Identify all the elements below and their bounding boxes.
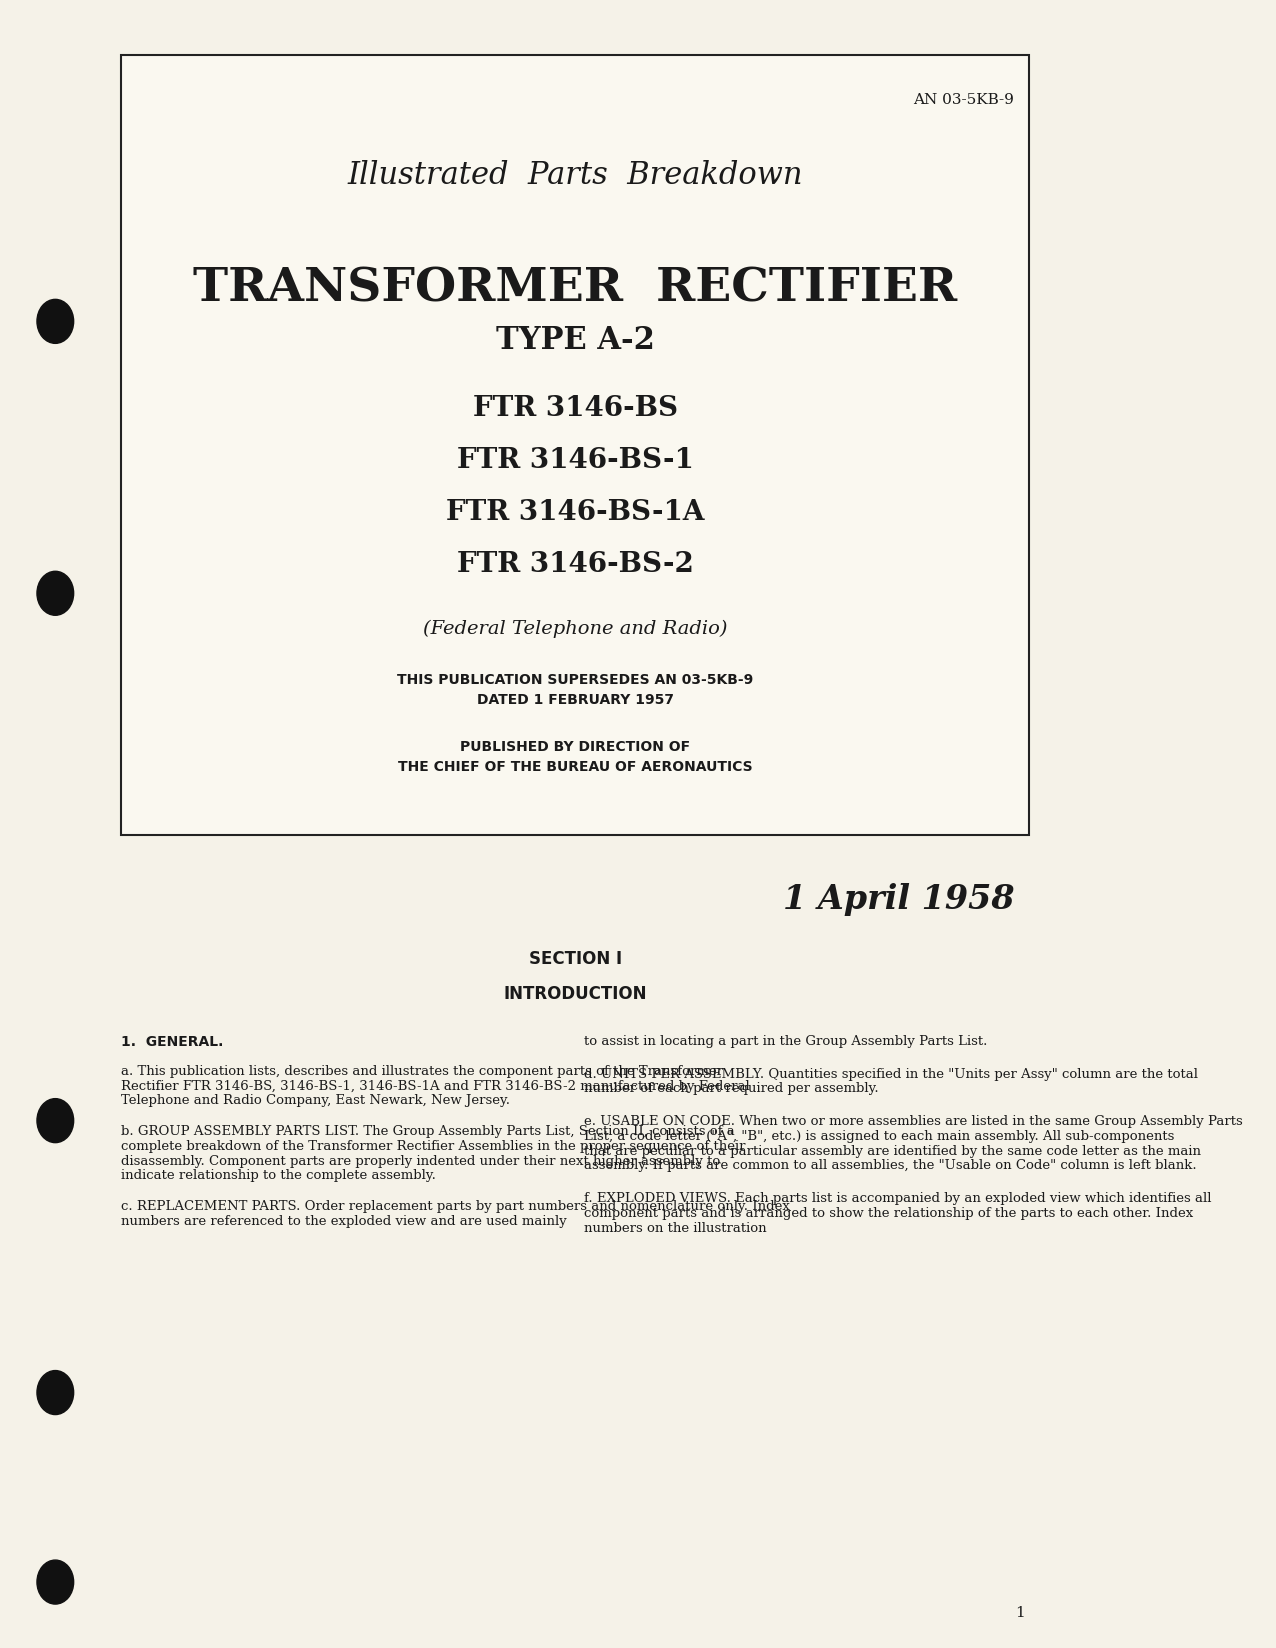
Text: INTRODUCTION: INTRODUCTION [504,986,647,1004]
Text: 1 April 1958: 1 April 1958 [783,883,1014,916]
Text: component parts and is arranged to show the relationship of the parts to each ot: component parts and is arranged to show … [583,1206,1193,1220]
Text: that are peculiar to a particular assembly are identified by the same code lette: that are peculiar to a particular assemb… [583,1145,1201,1157]
Text: Rectifier FTR 3146-BS, 3146-BS-1, 3146-BS-1A and FTR 3146-BS-2 manufactured by F: Rectifier FTR 3146-BS, 3146-BS-1, 3146-B… [121,1079,749,1093]
Text: to assist in locating a part in the Group Assembly Parts List.: to assist in locating a part in the Grou… [583,1035,986,1048]
Text: assembly. If parts are common to all assemblies, the "Usable on Code" column is : assembly. If parts are common to all ass… [583,1159,1196,1172]
Text: PUBLISHED BY DIRECTION OF: PUBLISHED BY DIRECTION OF [461,740,690,755]
FancyBboxPatch shape [121,54,1030,836]
Circle shape [37,572,74,615]
Text: THIS PUBLICATION SUPERSEDES AN 03-5KB-9: THIS PUBLICATION SUPERSEDES AN 03-5KB-9 [397,672,753,687]
Text: THE CHIEF OF THE BUREAU OF AERONAUTICS: THE CHIEF OF THE BUREAU OF AERONAUTICS [398,760,753,775]
Circle shape [37,1099,74,1142]
Circle shape [37,1561,74,1604]
Text: indicate relationship to the complete assembly.: indicate relationship to the complete as… [121,1170,435,1182]
Text: complete breakdown of the Transformer Rectifier Assemblies in the proper sequenc: complete breakdown of the Transformer Re… [121,1140,745,1154]
Text: Illustrated  Parts  Breakdown: Illustrated Parts Breakdown [347,160,803,191]
Text: FTR 3146-BS-1A: FTR 3146-BS-1A [445,499,704,526]
Text: c. REPLACEMENT PARTS. Order replacement parts by part numbers and nomenclature o: c. REPLACEMENT PARTS. Order replacement … [121,1200,790,1213]
Text: TRANSFORMER  RECTIFIER: TRANSFORMER RECTIFIER [193,265,957,311]
Text: FTR 3146-BS: FTR 3146-BS [472,396,678,422]
Text: numbers on the illustration: numbers on the illustration [583,1221,766,1234]
Text: DATED 1 FEBRUARY 1957: DATED 1 FEBRUARY 1957 [477,694,674,707]
Text: number of each part required per assembly.: number of each part required per assembl… [583,1083,878,1096]
Text: f. EXPLODED VIEWS. Each parts list is accompanied by an exploded view which iden: f. EXPLODED VIEWS. Each parts list is ac… [583,1192,1211,1205]
Text: d. UNITS PER ASSEMBLY. Quantities specified in the "Units per Assy" column are t: d. UNITS PER ASSEMBLY. Quantities specif… [583,1068,1197,1081]
Text: Telephone and Radio Company, East Newark, New Jersey.: Telephone and Radio Company, East Newark… [121,1094,510,1107]
Circle shape [37,300,74,343]
Text: FTR 3146-BS-1: FTR 3146-BS-1 [457,447,694,475]
Text: (Federal Telephone and Radio): (Federal Telephone and Radio) [422,620,727,638]
Text: numbers are referenced to the exploded view and are used mainly: numbers are referenced to the exploded v… [121,1215,567,1228]
Text: e. USABLE ON CODE. When two or more assemblies are listed in the same Group Asse: e. USABLE ON CODE. When two or more asse… [583,1116,1243,1129]
Text: List, a code letter ("A", "B", etc.) is assigned to each main assembly. All sub-: List, a code letter ("A", "B", etc.) is … [583,1131,1174,1144]
Circle shape [37,1371,74,1414]
Text: 1: 1 [1016,1607,1026,1620]
Text: FTR 3146-BS-2: FTR 3146-BS-2 [457,550,694,578]
Text: b. GROUP ASSEMBLY PARTS LIST. The Group Assembly Parts List, Section II, consist: b. GROUP ASSEMBLY PARTS LIST. The Group … [121,1126,735,1139]
Text: a. This publication lists, describes and illustrates the component parts of the : a. This publication lists, describes and… [121,1065,723,1078]
Text: 1.  GENERAL.: 1. GENERAL. [121,1035,223,1050]
Text: SECTION I: SECTION I [528,949,621,967]
Text: AN 03-5KB-9: AN 03-5KB-9 [914,92,1014,107]
Text: TYPE A-2: TYPE A-2 [496,325,655,356]
Text: disassembly. Component parts are properly indented under their next higher assem: disassembly. Component parts are properl… [121,1155,720,1168]
